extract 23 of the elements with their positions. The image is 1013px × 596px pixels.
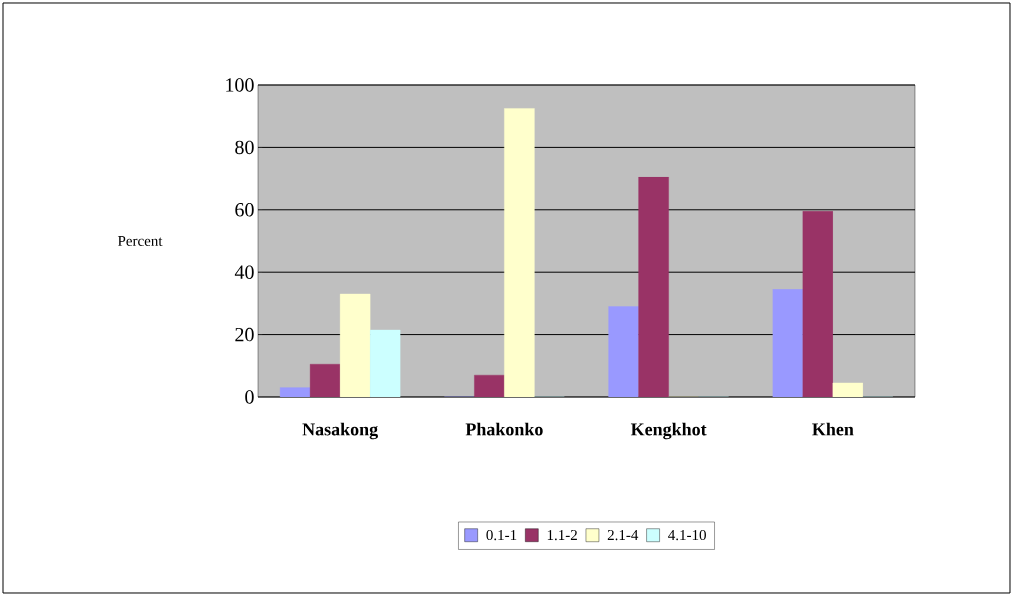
bar [504, 108, 535, 397]
bar [369, 329, 401, 397]
x-tick-label: Kengkhot [630, 422, 707, 440]
y-tick-label: 80 [235, 140, 254, 155]
bar [802, 211, 834, 397]
y-tick-label: 60 [235, 203, 254, 217]
legend-label: 2.1-4 [607, 530, 639, 541]
x-tick-label: Nasakong [302, 422, 378, 440]
y-tick-label: 20 [235, 327, 254, 342]
bar [474, 374, 505, 397]
y-tick-label: 40 [234, 265, 254, 279]
y-tick-label: 0 [245, 390, 254, 404]
bar [638, 176, 669, 397]
bar [309, 364, 341, 397]
legend-label: 0.1-1 [486, 529, 517, 541]
legend-label: 4.1-10 [668, 529, 706, 541]
y-tick-label: 100 [226, 78, 254, 92]
y-axis-title: Percent [117, 236, 163, 246]
bar [339, 293, 371, 397]
legend-label: 1.1-2 [547, 530, 577, 541]
x-tick-label: Khen [812, 422, 854, 436]
bar [832, 382, 864, 397]
x-tick-label: Phakonko [465, 422, 543, 436]
